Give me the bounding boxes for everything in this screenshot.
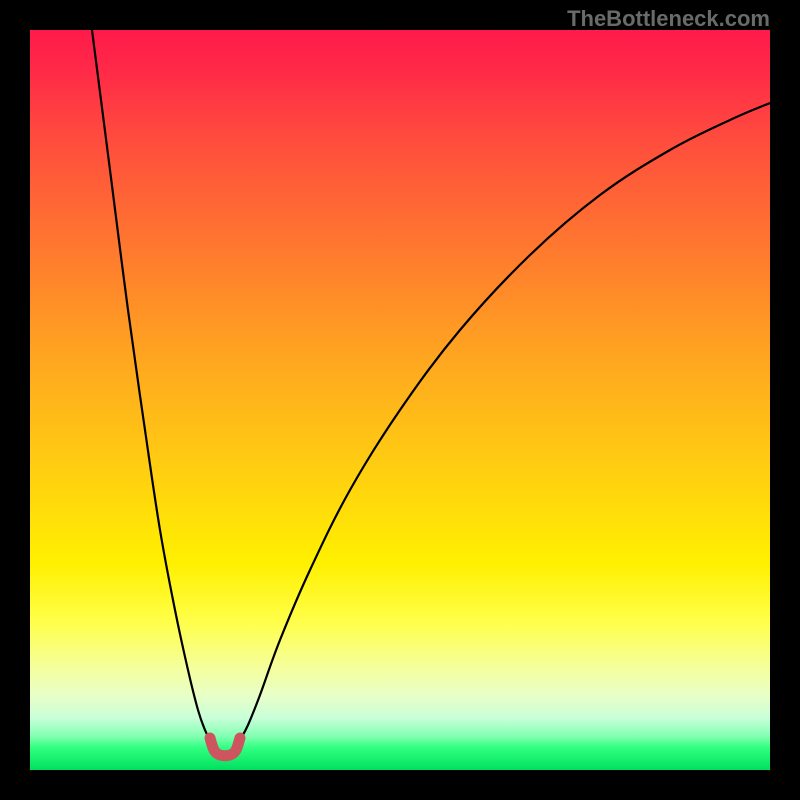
chart-container: TheBottleneck.com bbox=[0, 0, 800, 800]
watermark: TheBottleneck.com bbox=[567, 6, 770, 32]
plot-area bbox=[30, 30, 770, 770]
chart-svg bbox=[30, 30, 770, 770]
